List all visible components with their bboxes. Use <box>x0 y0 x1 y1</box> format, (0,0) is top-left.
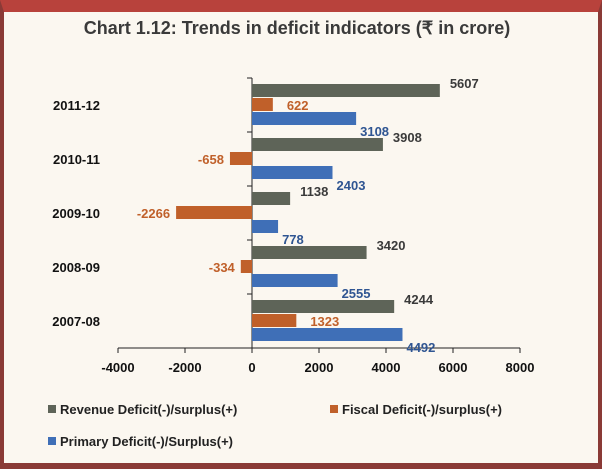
legend-label: Revenue Deficit(-)/surplus(+) <box>60 402 237 417</box>
bar-fiscal <box>229 152 252 165</box>
x-tick-label: 0 <box>248 360 255 375</box>
legend-label: Primary Deficit(-)/Surplus(+) <box>60 434 233 449</box>
bar-revenue <box>252 192 291 205</box>
data-label: 4244 <box>404 292 434 307</box>
bar-primary <box>252 112 357 125</box>
data-label: -658 <box>198 152 224 167</box>
data-label: -2266 <box>137 206 170 221</box>
bar-revenue <box>252 84 440 97</box>
x-tick-label: -2000 <box>168 360 201 375</box>
legend-swatch <box>330 405 338 413</box>
category-label: 2007-08 <box>52 314 100 329</box>
data-label: 622 <box>287 98 309 113</box>
x-tick-label: 6000 <box>439 360 468 375</box>
data-label: 3108 <box>360 124 389 139</box>
data-label: 1138 <box>300 184 328 199</box>
category-label: 2011-12 <box>53 98 100 113</box>
data-label: 2403 <box>337 178 366 193</box>
data-label: 4492 <box>406 340 435 355</box>
x-tick-label: -4000 <box>101 360 134 375</box>
legend-label: Fiscal Deficit(-)/surplus(+) <box>342 402 502 417</box>
data-label: 1323 <box>310 314 339 329</box>
bar-fiscal <box>176 206 252 219</box>
chart-title: Chart 1.12: Trends in deficit indicators… <box>83 18 511 38</box>
data-label: -334 <box>209 260 236 275</box>
legend-swatch <box>48 405 56 413</box>
category-label: 2010-11 <box>53 152 100 167</box>
data-label: 5607 <box>450 76 479 91</box>
category-label: 2008-09 <box>52 260 100 275</box>
data-label: 3908 <box>393 130 422 145</box>
bar-revenue <box>252 300 395 313</box>
bar-revenue <box>252 138 383 151</box>
bar-primary <box>252 220 279 233</box>
data-label: 778 <box>282 232 304 247</box>
x-tick-label: 8000 <box>506 360 535 375</box>
data-label: 2555 <box>342 286 371 301</box>
bar-primary <box>252 166 333 179</box>
bar-primary <box>252 328 403 341</box>
bar-fiscal <box>252 98 273 111</box>
bar-revenue <box>252 246 367 259</box>
bar-fiscal <box>240 260 252 273</box>
x-tick-label: 4000 <box>372 360 401 375</box>
bar-primary <box>252 274 338 287</box>
x-tick-label: 2000 <box>305 360 334 375</box>
data-label: 3420 <box>377 238 406 253</box>
category-label: 2009-10 <box>52 206 100 221</box>
legend-swatch <box>48 437 56 445</box>
bar-fiscal <box>252 314 297 327</box>
